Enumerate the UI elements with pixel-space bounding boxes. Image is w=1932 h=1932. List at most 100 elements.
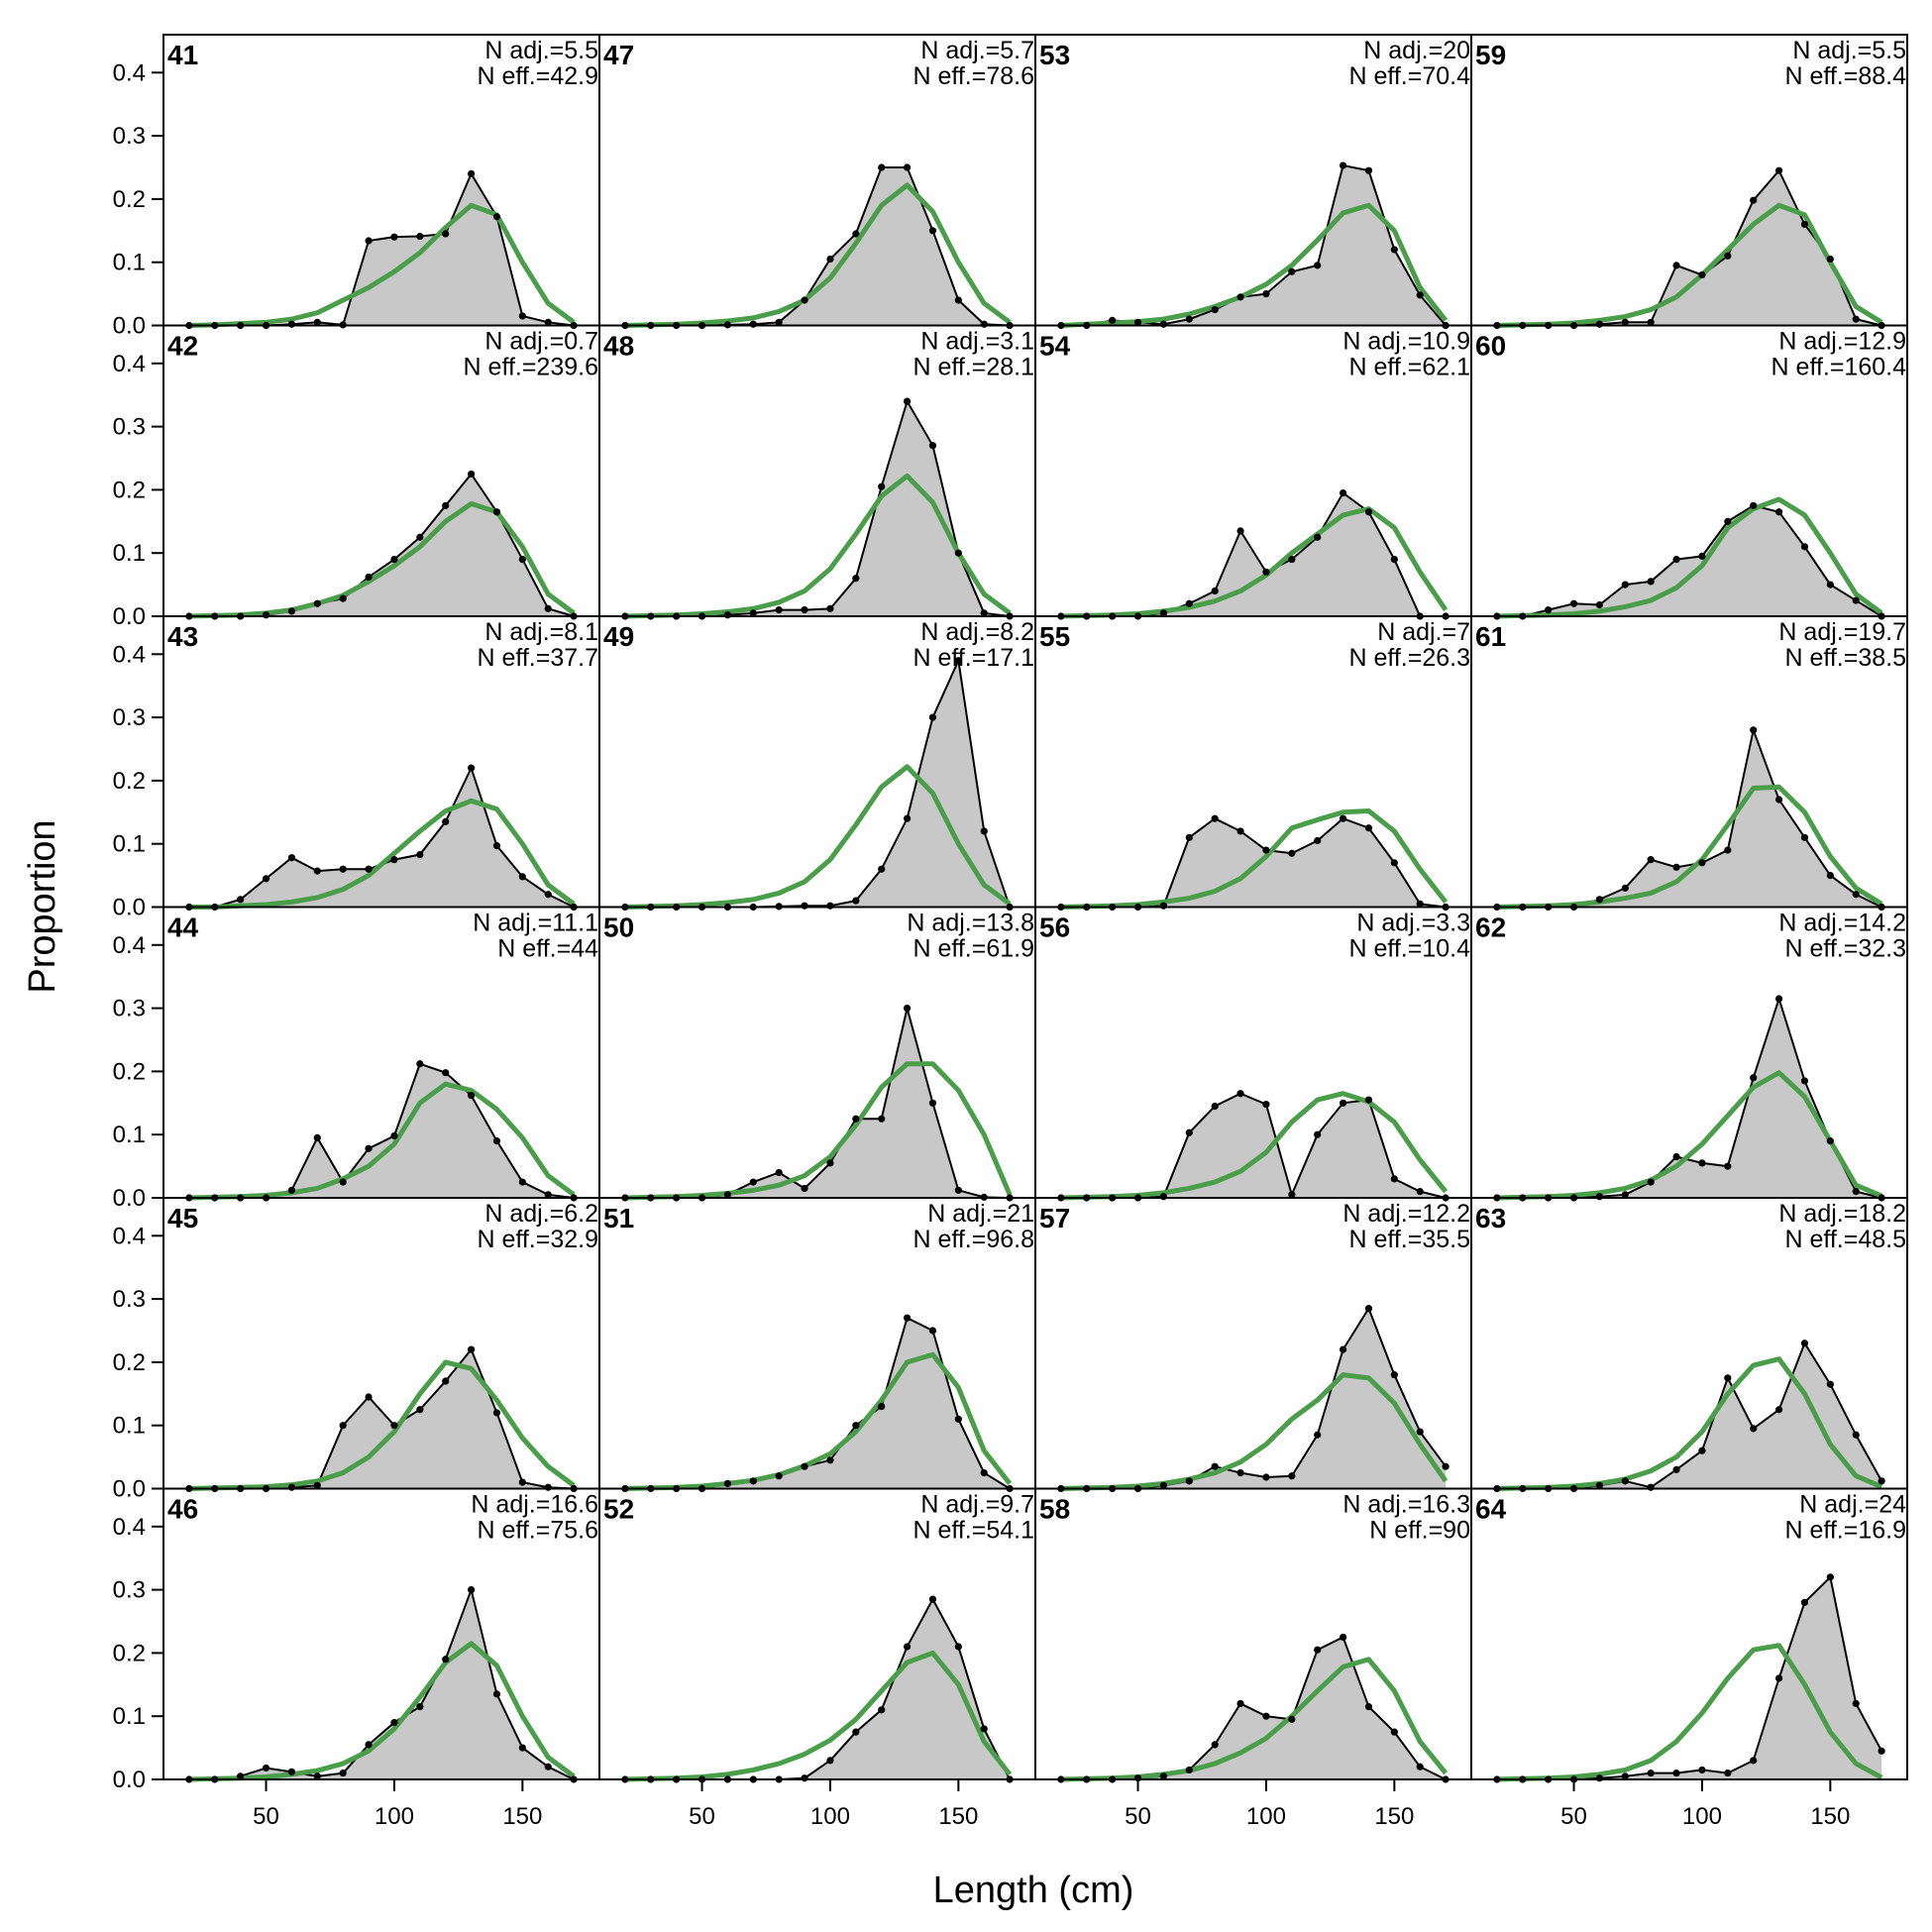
observed-point <box>1826 255 1834 264</box>
observed-point <box>1672 1152 1680 1161</box>
observed-point <box>1236 1090 1244 1098</box>
expected-line <box>188 1359 576 1491</box>
observed-area <box>1496 1342 1882 1489</box>
observed-point <box>442 1656 450 1664</box>
observed-point <box>954 1415 962 1423</box>
y-tick-label: 0.0 <box>113 1767 146 1793</box>
observed-point <box>1185 1128 1193 1136</box>
panel-label: 64 <box>1475 1494 1507 1525</box>
observed-point <box>1314 836 1322 845</box>
observed-point <box>1724 1374 1732 1382</box>
observed-point <box>1314 1646 1322 1654</box>
n-adj-label: N adj.=24 <box>1799 1491 1906 1519</box>
observed-point <box>442 230 450 238</box>
observed-point <box>928 1327 937 1335</box>
observed-point <box>313 1772 321 1780</box>
panel-label: 42 <box>167 331 198 362</box>
observed-point <box>954 657 962 665</box>
observed-point <box>723 1191 732 1199</box>
n-eff-label: N eff.=90 <box>1369 1517 1470 1545</box>
n-adj-label: N adj.=16.6 <box>471 1491 598 1519</box>
panel-label: 61 <box>1475 621 1506 652</box>
observed-area <box>188 1063 575 1198</box>
observed-point <box>544 318 552 326</box>
observed-point <box>852 1728 860 1736</box>
observed-point <box>1595 1481 1604 1489</box>
n-adj-label: N adj.=19.7 <box>1778 618 1906 646</box>
observed-point <box>903 1643 912 1651</box>
observed-point <box>237 896 245 904</box>
observed-point <box>1185 1477 1193 1485</box>
observed-point <box>1774 166 1783 174</box>
observed-point <box>1595 896 1604 904</box>
observed-point <box>1826 1573 1834 1581</box>
n-adj-label: N adj.=21 <box>927 1200 1034 1228</box>
observed-point <box>339 594 347 602</box>
n-adj-label: N adj.=6.2 <box>484 1200 598 1228</box>
observed-point <box>1750 1425 1758 1433</box>
observed-point <box>954 1643 962 1651</box>
n-eff-label: N eff.=42.9 <box>477 62 598 90</box>
observed-point <box>1595 600 1604 609</box>
observed-point <box>980 827 988 835</box>
observed-point <box>1672 262 1680 269</box>
observed-point <box>237 1772 245 1780</box>
observed-point <box>903 814 912 822</box>
observed-point <box>1109 316 1117 324</box>
observed-point <box>390 1718 398 1727</box>
observed-point <box>1750 501 1758 509</box>
observed-point <box>1339 488 1347 497</box>
observed-point <box>365 1144 373 1152</box>
panel-label: 59 <box>1475 40 1506 70</box>
observed-area <box>1496 1576 1882 1779</box>
observed-point <box>826 1159 834 1167</box>
n-adj-label: N adj.=7 <box>1377 618 1470 646</box>
x-tick-label: 100 <box>810 1803 850 1830</box>
n-eff-label: N eff.=37.7 <box>477 644 598 672</box>
panel-54: 54 N adj.=10.9N eff.=62.1 <box>1034 324 1472 620</box>
observed-point <box>878 1706 886 1714</box>
n-eff-label: N eff.=78.6 <box>912 62 1034 90</box>
observed-point <box>313 318 321 326</box>
observed-point <box>390 233 398 241</box>
observed-point <box>801 606 808 614</box>
observed-point <box>1236 827 1244 835</box>
observed-point <box>1647 1770 1655 1777</box>
observed-point <box>1647 1483 1655 1491</box>
x-tick-label: 150 <box>1374 1803 1414 1830</box>
panel-label: 57 <box>1039 1203 1070 1234</box>
observed-point <box>339 1770 347 1777</box>
observed-point <box>518 1178 526 1186</box>
y-tick-label: 0.0 <box>113 313 146 340</box>
observed-point <box>1750 196 1758 204</box>
observed-point <box>467 1092 476 1100</box>
n-eff-label: N eff.=26.3 <box>1348 644 1470 672</box>
observed-point <box>442 501 450 509</box>
observed-point <box>287 1186 296 1194</box>
observed-point <box>1185 599 1193 607</box>
observed-point <box>1262 846 1270 854</box>
observed-point <box>1698 270 1706 279</box>
observed-point <box>1262 1473 1270 1481</box>
expected-line <box>1496 784 1883 910</box>
observed-point <box>492 1136 501 1145</box>
observed-point <box>416 232 424 241</box>
observed-point <box>1724 1770 1732 1777</box>
observed-point <box>1569 599 1578 607</box>
expected-line <box>1496 1070 1883 1201</box>
y-tick-label: 0.3 <box>113 123 146 150</box>
observed-point <box>852 575 860 583</box>
observed-point <box>1288 268 1296 275</box>
observed-area <box>1060 492 1447 616</box>
y-tick-label: 0.2 <box>113 1640 146 1666</box>
expected-line <box>624 1351 1013 1491</box>
observed-line <box>188 1586 575 1780</box>
n-adj-label: N adj.=3.3 <box>1356 910 1470 937</box>
observed-point <box>518 312 526 320</box>
observed-area <box>624 1599 1011 1779</box>
expected-line <box>624 764 1012 910</box>
n-adj-label: N adj.=3.1 <box>920 328 1034 356</box>
observed-point <box>1339 161 1347 169</box>
